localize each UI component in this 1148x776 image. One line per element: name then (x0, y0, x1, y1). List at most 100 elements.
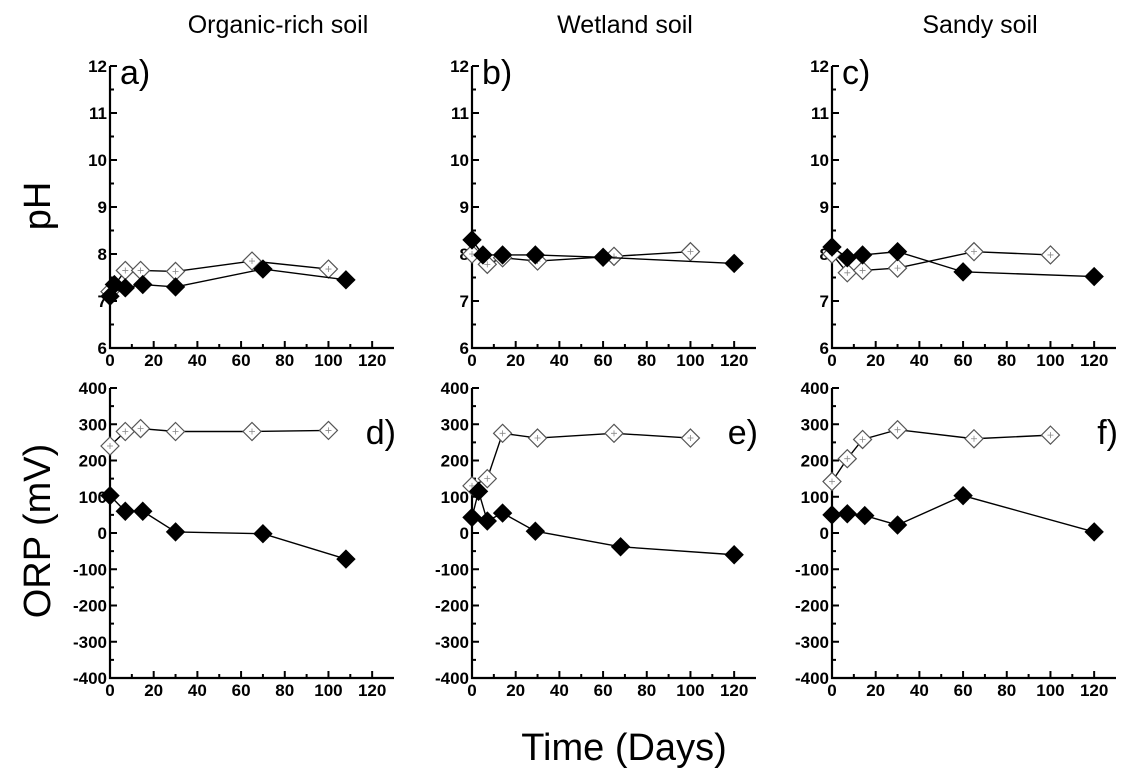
x-tick-label: 120 (720, 351, 748, 370)
error-bar (172, 428, 179, 435)
filled-diamond-marker (610, 537, 631, 557)
panel-letter: c) (842, 54, 870, 92)
x-tick-label: 40 (910, 681, 929, 700)
filled-diamond-marker (837, 504, 857, 524)
y-tick-label: -300 (795, 633, 829, 652)
error-bar (859, 267, 866, 274)
filled-diamond-marker (822, 505, 842, 525)
error-bar (484, 261, 491, 268)
y-tick-label: 400 (441, 379, 469, 398)
error-bar (122, 267, 129, 274)
panel-e: -400 -300 -200 -100 0 100 200 300 400 0 20 40 60 80 10… (435, 379, 758, 700)
filled-diamond-marker (336, 270, 356, 290)
y-axis-label-ph: pH (17, 182, 59, 231)
x-tick-label: 120 (720, 681, 748, 700)
error-bar (894, 265, 901, 272)
error-bar (249, 258, 255, 265)
error-bar (137, 267, 144, 274)
y-axis-label-orp: ORP (mV) (17, 444, 59, 619)
y-tick-label: 0 (98, 524, 107, 543)
filled-diamond-marker (492, 503, 513, 523)
filled-diamond-marker (473, 245, 493, 265)
filled-diamond-marker (462, 507, 482, 528)
y-tick-label: -200 (435, 597, 469, 616)
y-tick-label: -400 (795, 669, 829, 688)
panel-d: -400 -300 -200 -100 0 100 200 300 400 0 20 40 60 80 10… (73, 379, 396, 700)
y-tick-label: 12 (810, 57, 829, 76)
error-bar (894, 426, 901, 433)
y-tick-label: 400 (79, 379, 107, 398)
x-tick-label: 40 (550, 681, 569, 700)
panel-letter: e) (728, 414, 758, 452)
y-tick-label: 9 (98, 198, 107, 217)
x-tick-label: 20 (866, 351, 885, 370)
y-tick-label: -400 (73, 669, 107, 688)
filled-diamond-marker (953, 262, 973, 282)
x-tick-label: 0 (827, 681, 836, 700)
panel-b: 6789101112020406080100120b) (450, 54, 756, 370)
x-tick-label: 0 (467, 351, 476, 370)
filled-diamond-marker (253, 524, 273, 544)
x-tick-label: 0 (827, 351, 836, 370)
y-tick-label: 12 (450, 57, 469, 76)
y-tick-label: 200 (79, 452, 107, 471)
panel-letter: a) (120, 54, 150, 92)
x-tick-label: 40 (188, 681, 207, 700)
filled-diamond-marker (593, 247, 613, 267)
error-bar (534, 435, 541, 442)
filled-diamond-marker (165, 522, 186, 542)
filled-diamond-marker (855, 505, 875, 526)
filled-diamond-marker (133, 274, 153, 295)
filled-diamond-marker (1084, 522, 1104, 542)
x-tick-label: 100 (314, 681, 342, 700)
y-tick-label: 11 (451, 104, 469, 123)
x-tick-label: 100 (676, 681, 704, 700)
y-tick-label: 0 (820, 524, 829, 543)
x-tick-label: 100 (1036, 351, 1064, 370)
column-title-wetland: Wetland soil (557, 11, 693, 39)
filled-diamond-marker (525, 245, 546, 265)
filled-diamond-marker (492, 245, 513, 265)
error-bar (107, 443, 113, 449)
y-tick-label: 9 (460, 198, 469, 217)
error-bar (687, 435, 694, 442)
y-tick-label: -200 (795, 597, 829, 616)
error-bar (971, 435, 977, 442)
filled-diamond-marker (477, 511, 497, 531)
x-tick-label: 60 (954, 351, 973, 370)
y-tick-label: 11 (811, 104, 829, 123)
filled-diamond-marker (887, 515, 908, 535)
y-tick-label: -100 (435, 560, 469, 579)
x-tick-label: 20 (866, 681, 885, 700)
column-title-sandy: Sandy soil (922, 11, 1037, 39)
x-tick-label: 20 (506, 681, 525, 700)
filled-diamond-marker (953, 485, 973, 506)
error-bar (844, 269, 851, 276)
y-tick-label: 8 (98, 245, 107, 264)
y-tick-label: 100 (441, 488, 469, 507)
x-tick-label: 20 (144, 681, 163, 700)
error-bar (137, 425, 144, 432)
x-tick-label: 120 (358, 681, 386, 700)
axis-lines (470, 66, 756, 350)
y-tick-label: 11 (89, 104, 107, 123)
x-tick-label: 120 (358, 351, 386, 370)
y-tick-label: 10 (88, 151, 107, 170)
x-tick-label: 80 (997, 351, 1016, 370)
filled-diamond-marker (115, 278, 135, 298)
filled-diamond-marker (822, 237, 842, 257)
x-tick-label: 80 (275, 681, 294, 700)
y-tick-label: 300 (441, 415, 469, 434)
y-tick-label: -100 (795, 560, 829, 579)
error-bar (249, 428, 255, 435)
error-bar (172, 268, 179, 275)
error-bar (325, 266, 332, 273)
x-tick-label: 120 (1080, 681, 1108, 700)
y-tick-label: 200 (801, 452, 829, 471)
y-tick-label: 7 (98, 292, 107, 311)
y-tick-label: -100 (73, 560, 107, 579)
x-tick-label: 80 (997, 681, 1016, 700)
filled-diamond-marker (462, 230, 482, 250)
